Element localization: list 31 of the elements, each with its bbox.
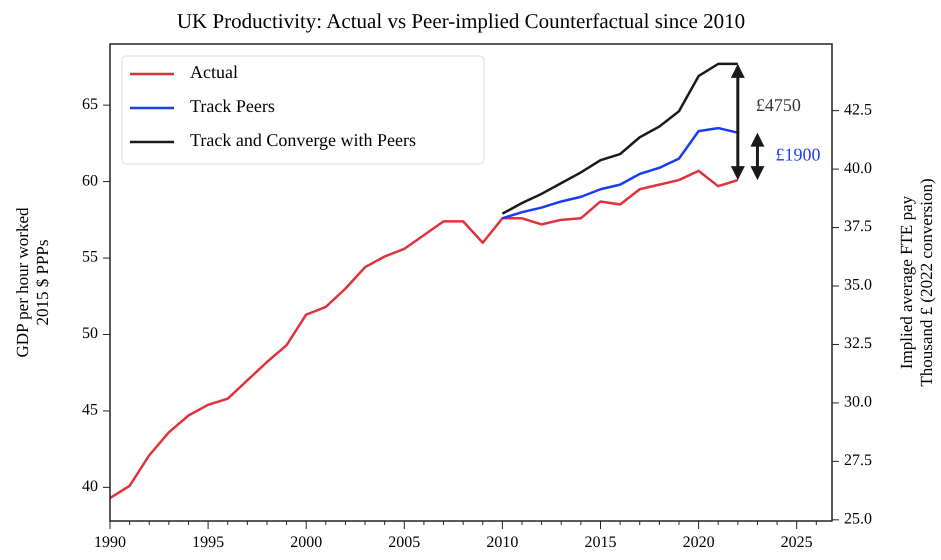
y-tick-label: 50 [82, 325, 98, 342]
y-tick-label: 60 [82, 172, 98, 190]
y-tick-label: 40 [82, 478, 98, 496]
x-tick-label: 2005 [388, 534, 420, 551]
y2-tick-label: 25.0 [844, 510, 872, 528]
y-tick-label: 45 [82, 402, 98, 419]
y2-tick-label: 40.0 [844, 160, 872, 177]
y-tick-label: 55 [82, 248, 98, 266]
line-series [501, 126, 740, 220]
y2-tick-label: 32.5 [844, 335, 872, 352]
y-axis-title: GDP per hour worked 2015 $ PPPs [13, 207, 52, 358]
x-tick-label: 2000 [290, 534, 322, 551]
y2-tick-label: 30.0 [844, 394, 872, 411]
legend-label: Track Peers [190, 96, 275, 116]
y2-axis-title: Implied average FTE pay Thousand £ (2022 conversion) [897, 178, 936, 387]
legend-label: Actual [190, 62, 238, 82]
y2-tick-label: 42.5 [844, 101, 872, 118]
y2-tick-label: 37.5 [844, 218, 872, 236]
x-tick-label: 2010 [486, 534, 518, 551]
annotation: £1900 [775, 144, 820, 164]
y2-tick-label: 27.5 [844, 452, 872, 470]
x-tick-label: 2025 [780, 534, 813, 551]
annotation: £4750 [756, 94, 801, 115]
x-tick-label: 2015 [584, 534, 616, 551]
legend-label: Track and Converge with Peers [190, 130, 416, 150]
y-tick-label: 65 [82, 96, 98, 113]
x-tick-label: 2020 [682, 534, 715, 551]
x-tick-label: 1995 [192, 534, 224, 551]
x-tick-label: 1990 [94, 534, 126, 551]
chart-title: UK Productivity: Actual vs Peer-implied Counterfactual since 2010 [176, 9, 746, 33]
y2-tick-label: 35.0 [844, 276, 872, 294]
